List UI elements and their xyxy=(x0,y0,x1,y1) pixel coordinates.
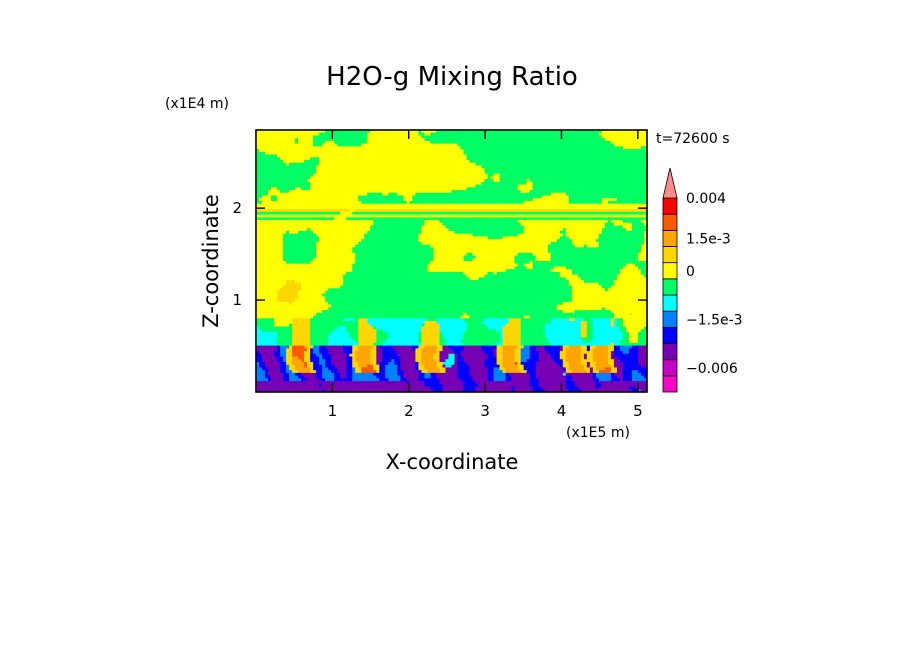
colorbar: 0.004 1.5e-3 0 −1.5e-3 −0.006 xyxy=(663,168,743,392)
colorbar-level xyxy=(663,247,677,263)
colorbar-level xyxy=(663,327,677,343)
y-tick-label: 1 xyxy=(232,291,242,309)
colorbar-level xyxy=(663,263,677,279)
colorbar-level xyxy=(663,344,677,360)
contour-field xyxy=(256,130,647,392)
colorbar-level xyxy=(663,295,677,311)
y-scale-note: (x1E4 m) xyxy=(165,96,229,112)
x-tick-label: 5 xyxy=(633,402,643,420)
x-tick-label: 3 xyxy=(480,402,490,420)
colorbar-level xyxy=(663,311,677,327)
colorbar-label: 1.5e-3 xyxy=(686,231,731,247)
chart-title: H2O-g Mixing Ratio xyxy=(326,62,578,92)
y-tick-label: 2 xyxy=(232,199,242,217)
colorbar-label: −1.5e-3 xyxy=(686,312,743,328)
y-axis-label: Z-coordinate xyxy=(199,194,223,328)
x-scale-note: (x1E5 m) xyxy=(566,425,630,441)
colorbar-level xyxy=(663,279,677,295)
x-tick-label: 1 xyxy=(328,402,338,420)
colorbar-label: −0.006 xyxy=(686,361,738,377)
x-axis-label: X-coordinate xyxy=(386,450,519,474)
colorbar-label: 0.004 xyxy=(686,191,726,207)
colorbar-level xyxy=(663,214,677,230)
colorbar-level xyxy=(663,198,677,214)
time-label: t=72600 s xyxy=(656,131,730,147)
colorbar-level xyxy=(663,376,677,392)
colorbar-label: 0 xyxy=(686,264,695,280)
colorbar-level xyxy=(663,230,677,246)
colorbar-arrow xyxy=(663,168,677,198)
x-tick-label: 2 xyxy=(404,402,414,420)
colorbar-level xyxy=(663,360,677,376)
x-tick-label: 4 xyxy=(557,402,567,420)
